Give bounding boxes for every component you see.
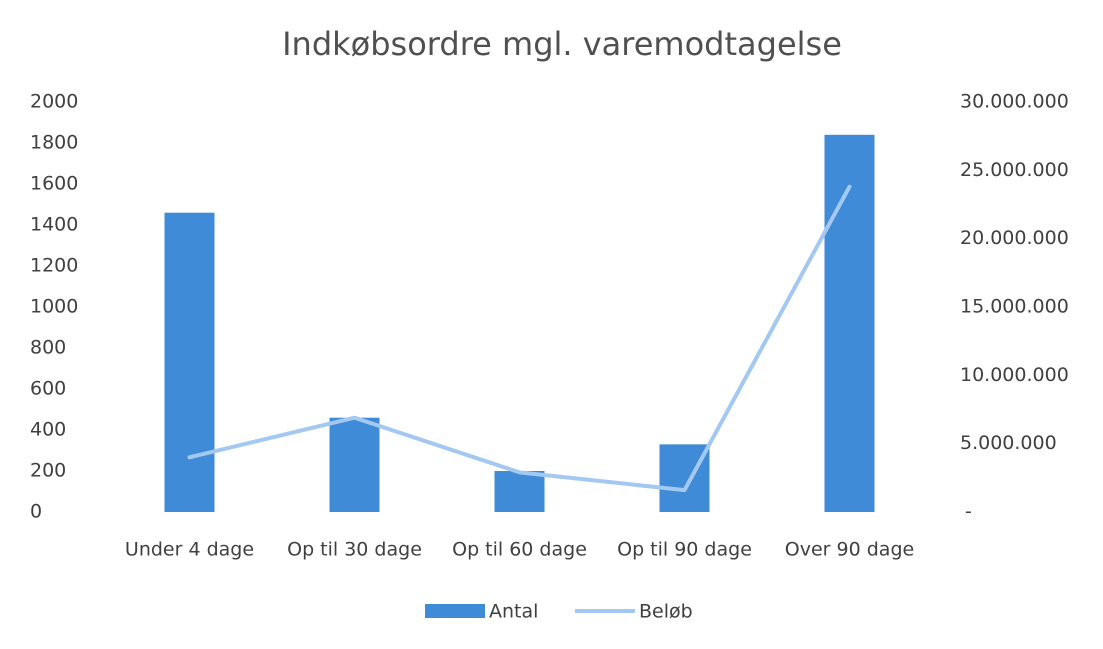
legend-label: Beløb xyxy=(639,601,693,623)
y-tick-label: 1200 xyxy=(30,255,78,277)
legend-swatch xyxy=(425,604,485,618)
y2-tick-label: 30.000.000 xyxy=(960,91,1069,113)
legend-label: Antal xyxy=(489,601,538,623)
y2-tick-label: 25.000.000 xyxy=(960,159,1069,181)
y-tick-label: 0 xyxy=(30,501,42,523)
x-tick-label: Op til 90 dage xyxy=(617,539,752,561)
y2-tick-label: 10.000.000 xyxy=(960,364,1069,386)
x-tick-label: Op til 30 dage xyxy=(287,539,422,561)
y-tick-label: 1600 xyxy=(30,173,78,195)
bar xyxy=(824,134,875,513)
bar xyxy=(329,417,380,512)
y-tick-label: 1800 xyxy=(30,132,78,154)
x-tick-label: Under 4 dage xyxy=(125,539,254,561)
y-tick-label: 400 xyxy=(30,419,66,441)
bar xyxy=(164,212,215,512)
y2-tick-label: - xyxy=(965,501,972,523)
x-tick-label: Op til 60 dage xyxy=(452,539,587,561)
y-tick-label: 200 xyxy=(30,460,66,482)
y-tick-label: 800 xyxy=(30,337,66,359)
y-tick-label: 600 xyxy=(30,378,66,400)
line xyxy=(187,184,852,493)
y-tick-label: 1000 xyxy=(30,296,78,318)
y-tick-label: 2000 xyxy=(30,91,78,113)
y2-tick-label: 15.000.000 xyxy=(960,296,1069,318)
y2-tick-label: 5.000.000 xyxy=(960,432,1057,454)
x-tick-label: Over 90 dage xyxy=(785,539,914,561)
y2-tick-label: 20.000.000 xyxy=(960,227,1069,249)
bar xyxy=(494,471,545,512)
y-tick-label: 1400 xyxy=(30,214,78,236)
chart-title: Indkøbsordre mgl. varemodtagelse xyxy=(282,25,842,63)
